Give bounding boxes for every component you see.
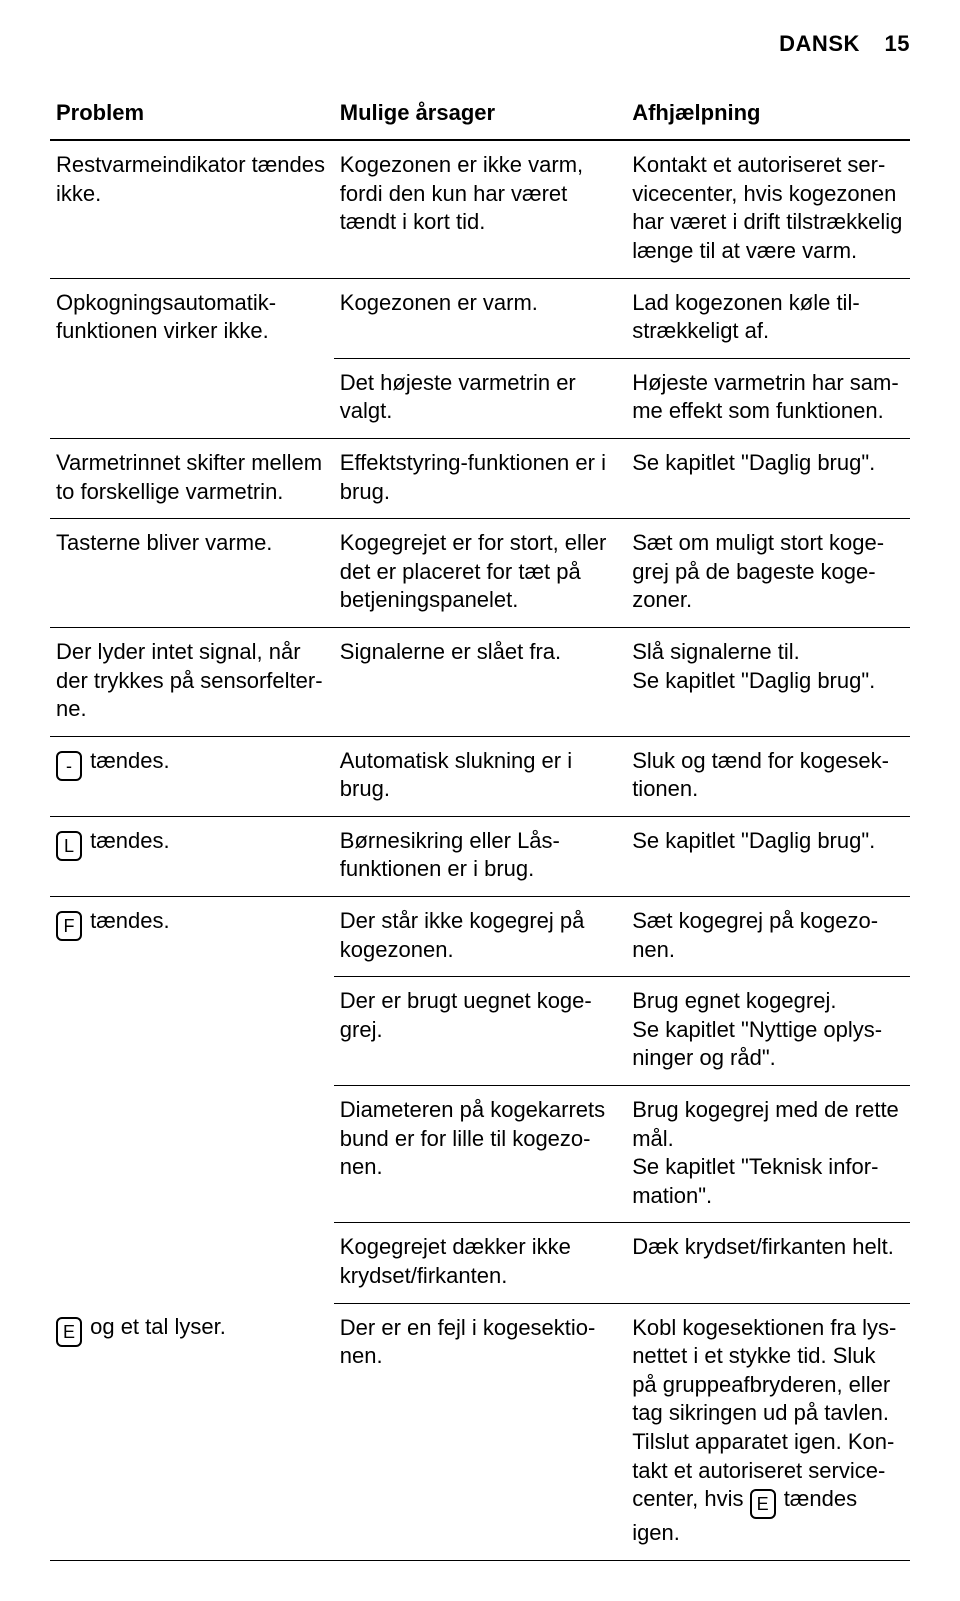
table-row: Der lyder intet signal, når der trykkes … bbox=[50, 627, 910, 736]
problem-text: tændes. bbox=[84, 748, 170, 773]
cell-cause: Automatisk slukning er i brug. bbox=[334, 736, 626, 816]
cell-problem: - tændes. bbox=[50, 736, 334, 816]
page-number: 15 bbox=[885, 31, 910, 56]
cell-cause: Der er en fejl i kogesektio­nen. bbox=[334, 1303, 626, 1560]
col-cause: Mulige årsager bbox=[334, 89, 626, 141]
problem-text: og et tal lyser. bbox=[84, 1314, 226, 1339]
cell-remedy: Sæt om muligt stort koge­grej på de bage… bbox=[626, 519, 910, 628]
table-row: Diameteren på kogekarrets bund er for li… bbox=[50, 1086, 910, 1223]
cell-cause: Diameteren på kogekarrets bund er for li… bbox=[334, 1086, 626, 1223]
cell-remedy: Højeste varmetrin har sam­me effekt som … bbox=[626, 358, 910, 438]
cell-remedy: Brug kogegrej med de ret­te mål. Se kapi… bbox=[626, 1086, 910, 1223]
cell-problem: Opkogningsautomatik­funktionen virker ik… bbox=[50, 278, 334, 358]
cell-cause: Det højeste varmetrin er valgt. bbox=[334, 358, 626, 438]
cell-problem: F tændes. bbox=[50, 897, 334, 977]
table-row: Tasterne bliver varme.Kogegrejet er for … bbox=[50, 519, 910, 628]
col-remedy: Afhjælpning bbox=[626, 89, 910, 141]
table-row: Der er brugt uegnet koge­grej.Brug egnet… bbox=[50, 977, 910, 1086]
table-row: F tændes.Der står ikke kogegrej på kogez… bbox=[50, 897, 910, 977]
cell-remedy: Dæk krydset/firkanten helt. bbox=[626, 1223, 910, 1303]
table-row: Opkogningsautomatik­funktionen virker ik… bbox=[50, 278, 910, 358]
problem-text: tændes. bbox=[84, 908, 170, 933]
col-problem: Problem bbox=[50, 89, 334, 141]
table-row: E og et tal lyser.Der er en fejl i koges… bbox=[50, 1303, 910, 1560]
cell-remedy: Sæt kogegrej på kogezo­nen. bbox=[626, 897, 910, 977]
cell-problem: Tasterne bliver varme. bbox=[50, 519, 334, 628]
cell-cause: Børnesikring eller Lås­funktionen er i b… bbox=[334, 816, 626, 896]
cell-remedy: Se kapitlet "Daglig brug". bbox=[626, 438, 910, 518]
cell-cause: Signalerne er slået fra. bbox=[334, 627, 626, 736]
cell-cause: Kogegrejet er for stort, eller det er pl… bbox=[334, 519, 626, 628]
cell-problem bbox=[50, 1223, 334, 1303]
display-symbol-icon: F bbox=[56, 911, 82, 941]
table-row: Varmetrinnet skifter mel­lem to forskell… bbox=[50, 438, 910, 518]
cell-remedy: Lad kogezonen køle til­strækkeligt af. bbox=[626, 278, 910, 358]
cell-problem: Der lyder intet signal, når der trykkes … bbox=[50, 627, 334, 736]
cell-cause: Kogegrejet dækker ikke krydset/firkanten… bbox=[334, 1223, 626, 1303]
cell-cause: Der er brugt uegnet koge­grej. bbox=[334, 977, 626, 1086]
table-row: Det højeste varmetrin er valgt.Højeste v… bbox=[50, 358, 910, 438]
table-header-row: Problem Mulige årsager Afhjælpning bbox=[50, 89, 910, 141]
lang-label: DANSK bbox=[779, 31, 860, 56]
cell-remedy: Sluk og tænd for kogesek­tionen. bbox=[626, 736, 910, 816]
display-symbol-icon: E bbox=[56, 1317, 82, 1347]
cell-remedy: Kobl kogesektionen fra lys­nettet i et s… bbox=[626, 1303, 910, 1560]
cell-remedy: Slå signalerne til. Se kapitlet "Daglig … bbox=[626, 627, 910, 736]
cell-cause: Kogezonen er varm. bbox=[334, 278, 626, 358]
cell-problem: Restvarmeindikator tæn­des ikke. bbox=[50, 140, 334, 278]
troubleshooting-table: Problem Mulige årsager Afhjælpning Restv… bbox=[50, 89, 910, 1561]
cell-cause: Effektstyring-funktionen er i brug. bbox=[334, 438, 626, 518]
problem-text: tændes. bbox=[84, 828, 170, 853]
remedy-text: Kobl kogesektionen fra lys­nettet i et s… bbox=[632, 1315, 896, 1512]
cell-cause: Kogezonen er ikke varm, fordi den kun ha… bbox=[334, 140, 626, 278]
table-row: - tændes.Automatisk slukning er i brug.S… bbox=[50, 736, 910, 816]
cell-remedy: Brug egnet kogegrej. Se kapitlet "Nyttig… bbox=[626, 977, 910, 1086]
table-row: Kogegrejet dækker ikke krydset/firkanten… bbox=[50, 1223, 910, 1303]
cell-problem bbox=[50, 977, 334, 1086]
display-symbol-icon: - bbox=[56, 751, 82, 781]
cell-problem bbox=[50, 358, 334, 438]
table-row: Restvarmeindikator tæn­des ikke.Kogezone… bbox=[50, 140, 910, 278]
cell-cause: Der står ikke kogegrej på kogezonen. bbox=[334, 897, 626, 977]
cell-problem: Varmetrinnet skifter mel­lem to forskell… bbox=[50, 438, 334, 518]
cell-remedy: Se kapitlet "Daglig brug". bbox=[626, 816, 910, 896]
display-symbol-icon: E bbox=[750, 1489, 776, 1519]
cell-problem bbox=[50, 1086, 334, 1223]
cell-remedy: Kontakt et autoriseret ser­vicecenter, h… bbox=[626, 140, 910, 278]
cell-problem: E og et tal lyser. bbox=[50, 1303, 334, 1560]
table-row: L tændes.Børnesikring eller Lås­funktion… bbox=[50, 816, 910, 896]
display-symbol-icon: L bbox=[56, 831, 82, 861]
cell-problem: L tændes. bbox=[50, 816, 334, 896]
page-header: DANSK 15 bbox=[50, 30, 910, 59]
